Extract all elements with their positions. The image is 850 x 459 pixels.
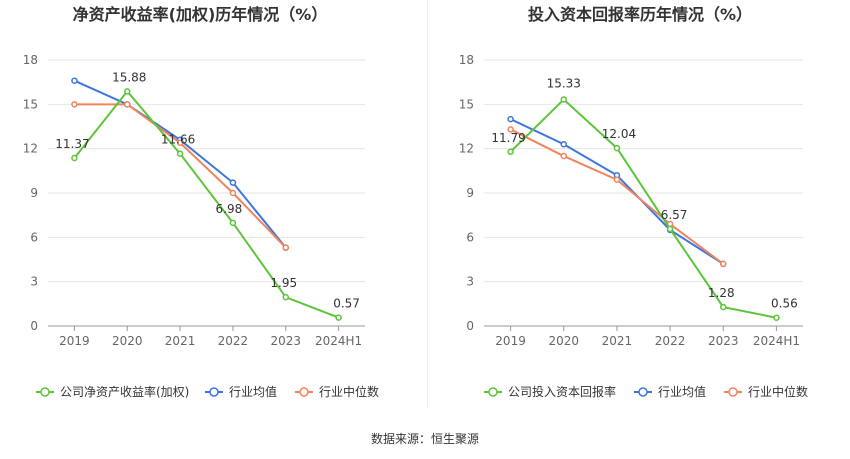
legend-marker [40, 387, 50, 397]
data-point [507, 126, 514, 133]
data-point [229, 189, 237, 197]
legend-marker [638, 387, 648, 397]
series-line-1 [509, 98, 777, 319]
data-label: 0.56 [771, 297, 798, 311]
legend-item-3: 行业中位数 [295, 384, 379, 399]
x-tick-label: 2024H1 [753, 334, 800, 348]
x-tick-label: 2020 [548, 334, 579, 348]
x-tick-label: 2020 [112, 334, 143, 348]
data-point [507, 148, 514, 156]
legend-label: 行业均值 [229, 384, 277, 399]
legend-item-3: 行业中位数 [724, 384, 808, 399]
y-tick-label: 12 [459, 142, 474, 156]
data-point [71, 101, 78, 108]
data-point [229, 219, 237, 227]
legend-item-1: 公司净资产收益率(加权) [36, 384, 189, 399]
chart-1: 净资产收益率(加权)历年情况（%） 0 3 6 9 12 15 18 2019 2020 2021 2… [23, 5, 379, 399]
data-point [282, 293, 289, 301]
legend-item-2: 行业均值 [205, 384, 277, 399]
data-label: 1.28 [708, 286, 735, 300]
y-tick-label: 9 [30, 186, 38, 200]
data-label: 1.95 [270, 276, 297, 290]
y-tick-label: 0 [30, 319, 38, 333]
data-label: 11.79 [491, 131, 525, 145]
data-label: 11.66 [161, 133, 195, 147]
chart-2: 投入资本回报率历年情况（%） 0 3 6 9 12 15 18 2019 2020 2021 2022… [459, 5, 808, 399]
y-tick-label: 3 [30, 275, 38, 289]
data-point [773, 314, 780, 321]
legend-label: 行业均值 [658, 384, 706, 399]
chart-title: 净资产收益率(加权)历年情况（%） [73, 5, 328, 24]
x-tick-label: 2021 [602, 334, 633, 348]
y-tick-label: 12 [23, 142, 38, 156]
legend-marker [488, 387, 498, 397]
legend-label: 公司净资产收益率(加权) [60, 384, 189, 399]
data-point [176, 150, 184, 157]
panel-divider [427, 0, 428, 408]
y-tick-label: 0 [466, 319, 474, 333]
data-point [282, 244, 289, 251]
data-label: 15.88 [112, 70, 146, 84]
data-label: 6.98 [216, 202, 243, 216]
data-point [613, 144, 621, 152]
data-point [335, 314, 342, 321]
data-point [507, 115, 514, 123]
data-label: 15.33 [547, 76, 581, 90]
x-tick-label: 2024H1 [315, 334, 362, 348]
legend-label: 行业中位数 [748, 384, 808, 399]
data-label: 11.37 [55, 137, 89, 151]
data-point [613, 176, 621, 183]
legend-marker [299, 387, 309, 397]
y-tick-label: 9 [466, 186, 474, 200]
y-tick-label: 15 [23, 97, 38, 111]
legend-item-2: 行业均值 [634, 384, 706, 399]
data-source-note: 数据来源：恒生聚源 [370, 432, 479, 446]
series-line-1 [73, 89, 339, 319]
data-point [666, 225, 674, 233]
data-point [124, 88, 131, 95]
data-point [176, 139, 184, 147]
data-label: 0.57 [333, 297, 360, 311]
data-point [71, 154, 78, 162]
x-tick-label: 2019 [59, 334, 90, 348]
x-tick-label: 2021 [165, 334, 196, 348]
x-tick-label: 2023 [708, 334, 739, 348]
y-tick-label: 6 [466, 230, 474, 244]
y-tick-label: 15 [459, 97, 474, 111]
data-point [560, 96, 567, 103]
x-tick-label: 2023 [270, 334, 301, 348]
legend-label: 公司投入资本回报率 [508, 384, 616, 399]
data-label: 6.57 [661, 208, 688, 222]
data-point [720, 303, 727, 311]
data-point [124, 101, 131, 108]
y-tick-label: 18 [23, 53, 38, 67]
data-point [560, 152, 567, 160]
y-tick-label: 3 [466, 275, 474, 289]
data-point [560, 140, 567, 148]
data-point [71, 77, 78, 84]
series-line-3 [74, 103, 287, 249]
legend-item-1: 公司投入资本回报率 [484, 384, 616, 399]
x-tick-label: 2019 [495, 334, 526, 348]
data-point [229, 179, 237, 186]
chart-title: 投入资本回报率历年情况（%） [528, 5, 752, 24]
legend-marker [209, 387, 219, 397]
y-tick-label: 6 [30, 230, 38, 244]
data-point [720, 260, 727, 268]
data-label: 12.04 [602, 127, 636, 141]
series-line-2 [74, 79, 287, 249]
y-tick-label: 18 [459, 53, 474, 67]
legend-label: 行业中位数 [319, 384, 379, 399]
legend-marker [728, 387, 738, 397]
x-tick-label: 2022 [218, 334, 249, 348]
x-tick-label: 2022 [655, 334, 686, 348]
